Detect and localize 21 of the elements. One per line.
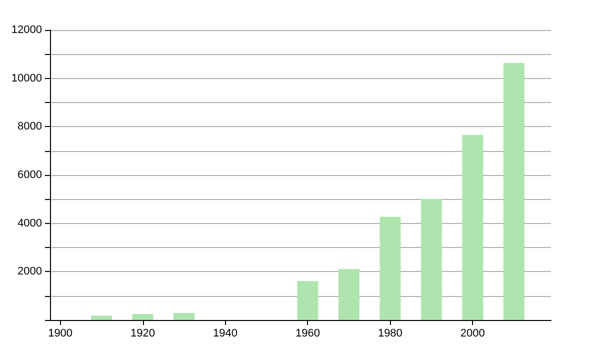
bar <box>132 314 154 320</box>
bar <box>297 281 318 320</box>
bar <box>91 316 112 320</box>
y-tick-label: 10000 <box>11 72 42 84</box>
x-tick-label: 1980 <box>378 328 402 340</box>
bar <box>380 216 401 320</box>
y-tick-label: 2000 <box>18 266 42 278</box>
x-tick-label: 1900 <box>48 328 73 340</box>
x-tick-label: 2000 <box>460 328 485 340</box>
bar <box>503 62 524 320</box>
bar <box>174 312 195 320</box>
x-tick-label: 1920 <box>130 328 156 340</box>
y-tick-label: 12000 <box>11 24 42 36</box>
bar <box>338 269 360 320</box>
bar <box>462 134 484 320</box>
y-tick-label: 4000 <box>18 217 42 230</box>
x-tick-label: 1940 <box>213 328 238 340</box>
y-tick-label: 8000 <box>18 120 42 133</box>
y-tick-label: 6000 <box>18 169 42 181</box>
x-tick-label: 1960 <box>295 328 320 340</box>
bar <box>420 198 442 320</box>
